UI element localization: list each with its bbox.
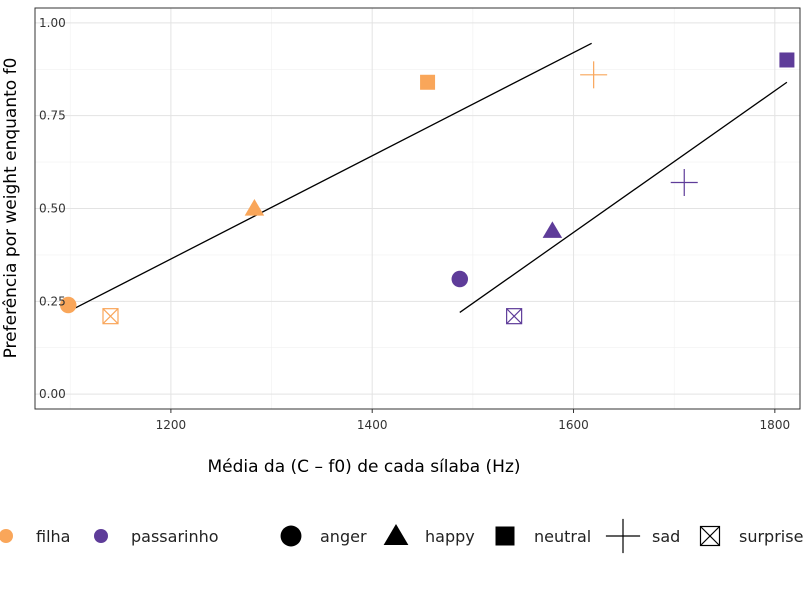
fit-lines xyxy=(69,42,788,313)
legend-label-filha: filha xyxy=(36,527,70,546)
x-tick-label: 1400 xyxy=(357,418,388,432)
fit-line-passarinho xyxy=(459,81,788,313)
y-tick-label: 0.00 xyxy=(39,387,66,401)
point-passarinho-happy xyxy=(542,221,563,238)
y-tick-label: 0.50 xyxy=(39,202,66,216)
fit-line-filha xyxy=(69,42,592,312)
x-axis-title: Média da (C – f0) de cada sílaba (Hz) xyxy=(207,457,520,477)
y-tick-label: 0.75 xyxy=(39,109,66,123)
point-filha-anger xyxy=(59,296,77,314)
point-filha-neutral xyxy=(420,74,436,90)
y-axis-title: Preferência por weight enquanto f0 xyxy=(1,58,21,359)
plot-border xyxy=(34,7,801,410)
y-axis-ticks: 0.00 0.25 0.50 0.75 1.00 xyxy=(39,16,66,401)
legend-key-passarinho xyxy=(94,529,108,543)
x-tick-label: 1200 xyxy=(156,418,187,432)
point-passarinho-anger xyxy=(451,270,469,288)
point-filha-surprise-d2 xyxy=(102,308,119,325)
legend-label-neutral: neutral xyxy=(534,527,591,546)
y-tick-label: 1.00 xyxy=(39,16,66,30)
legend-key-anger xyxy=(280,525,302,547)
legend-label-passarinho: passarinho xyxy=(131,527,219,546)
legend-key-surprise-box xyxy=(699,525,721,547)
point-filha-surprise xyxy=(102,308,119,325)
legend-key-happy xyxy=(383,524,409,545)
legend-label-anger: anger xyxy=(320,527,367,546)
point-passarinho-surprise-d2 xyxy=(506,308,523,325)
legend-label-sad: sad xyxy=(652,527,680,546)
legend-label-surprise: surprise xyxy=(739,527,803,546)
legend-key-surprise-d2 xyxy=(700,526,720,546)
point-filha-surprise-box xyxy=(102,308,119,325)
x-tick-label: 1800 xyxy=(760,418,791,432)
point-passarinho-surprise-box xyxy=(506,308,523,325)
legend-label-happy: happy xyxy=(425,527,475,546)
x-tick-label: 1600 xyxy=(558,418,589,432)
point-filha-happy xyxy=(244,199,265,216)
legend-key-filha xyxy=(0,529,13,543)
point-passarinho-neutral xyxy=(779,52,795,68)
point-passarinho-surprise xyxy=(506,308,523,325)
legend: filha passarinho anger happy neutral sad surpr… xyxy=(0,518,803,554)
grid-major xyxy=(35,8,800,409)
point-filha-sad xyxy=(580,61,608,89)
x-axis-ticks: 1200 1400 1600 1800 xyxy=(156,409,790,432)
legend-key-neutral xyxy=(495,526,515,546)
point-passarinho-sad xyxy=(670,169,698,197)
data-points xyxy=(59,52,795,325)
legend-key-surprise xyxy=(699,525,721,547)
legend-key-sad xyxy=(605,518,641,554)
y-tick-label: 0.25 xyxy=(39,294,66,308)
